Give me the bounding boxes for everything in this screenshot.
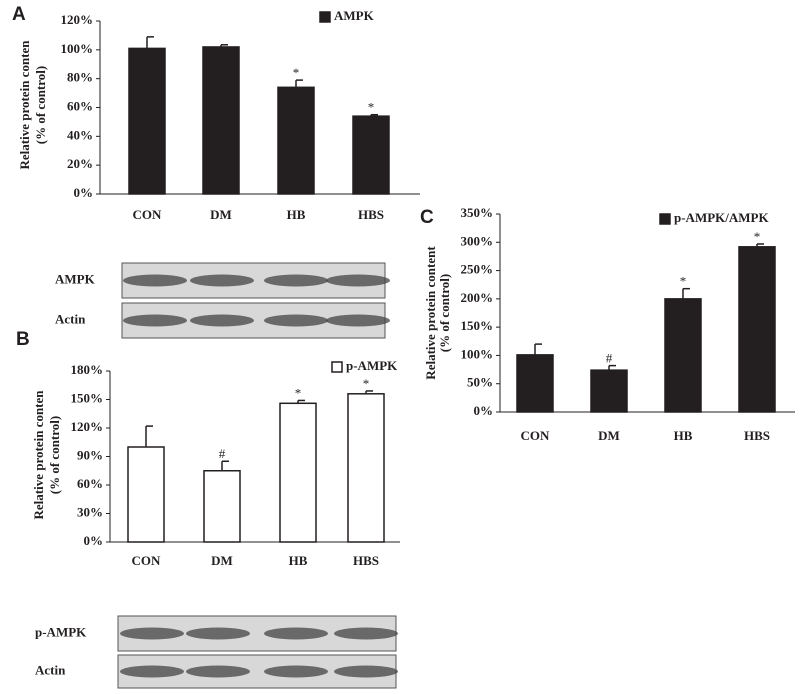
legend-swatch (659, 213, 671, 225)
bar (347, 393, 385, 543)
y-axis-label: (% of control) (437, 274, 452, 352)
legend-swatch (331, 361, 343, 373)
significance-mark: * (293, 65, 300, 80)
blot-band (264, 665, 328, 678)
significance-mark: * (363, 376, 370, 391)
blot-band (264, 274, 328, 287)
bar (352, 115, 390, 195)
x-tick-label: HBS (744, 428, 770, 443)
bar (127, 446, 165, 543)
y-axis-label: Relative protein conten (31, 390, 46, 520)
y-tick-label: 60% (67, 98, 93, 113)
y-tick-label: 120% (61, 12, 94, 27)
y-tick-label: 200% (461, 290, 494, 305)
bar (277, 86, 315, 195)
y-tick-label: 60% (77, 476, 103, 491)
y-axis-label: Relative protein content (423, 246, 438, 380)
x-tick-label: HBS (358, 207, 384, 222)
x-tick-label: CON (521, 428, 551, 443)
y-tick-label: 0% (474, 403, 494, 418)
x-tick-label: DM (210, 207, 232, 222)
y-axis-label: (% of control) (33, 66, 48, 144)
blot-band (190, 314, 254, 327)
y-tick-label: 0% (74, 185, 94, 200)
blot-band (334, 627, 398, 640)
y-tick-label: 300% (461, 233, 494, 248)
significance-mark: * (754, 229, 761, 244)
bar (590, 369, 628, 413)
y-tick-label: 40% (67, 127, 93, 142)
blot-band (326, 314, 390, 327)
y-tick-label: 120% (71, 419, 104, 434)
significance-mark: * (295, 385, 302, 400)
blot-band (264, 314, 328, 327)
x-tick-label: HBS (353, 553, 379, 568)
y-axis-label: (% of control) (47, 416, 62, 494)
blot-band (120, 665, 184, 678)
significance-mark: * (368, 100, 375, 115)
y-tick-label: 150% (461, 318, 494, 333)
blot-band (186, 627, 250, 640)
panel-letter: B (16, 329, 30, 350)
blot-label: p-AMPK (35, 624, 87, 639)
y-tick-label: 20% (67, 156, 93, 171)
x-tick-label: DM (211, 553, 233, 568)
y-tick-label: 250% (461, 262, 494, 277)
blot-label: AMPK (55, 271, 96, 286)
blot-band (120, 627, 184, 640)
bar (128, 47, 166, 195)
blot-label: Actin (55, 311, 86, 326)
y-tick-label: 30% (77, 504, 103, 519)
legend-label: p-AMPK (346, 358, 398, 373)
bar (516, 354, 554, 413)
significance-mark: # (219, 446, 226, 461)
blot-band (123, 314, 187, 327)
bar (279, 402, 317, 543)
bar (664, 298, 702, 413)
blot-label: Actin (35, 662, 66, 677)
blot-band (334, 665, 398, 678)
blot-band (186, 665, 250, 678)
y-tick-label: 90% (77, 447, 103, 462)
y-tick-label: 150% (71, 390, 104, 405)
significance-mark: # (606, 351, 613, 366)
x-tick-label: CON (132, 553, 162, 568)
y-tick-label: 0% (84, 533, 104, 548)
significance-mark: * (680, 274, 687, 289)
y-tick-label: 350% (461, 205, 494, 220)
y-tick-label: 80% (67, 70, 93, 85)
bar (202, 46, 240, 195)
x-tick-label: HB (674, 428, 693, 443)
bar (203, 470, 241, 543)
y-tick-label: 180% (71, 362, 104, 377)
blot-band (190, 274, 254, 287)
blot-band (264, 627, 328, 640)
legend-label: AMPK (334, 8, 375, 23)
panel-letter: A (12, 4, 26, 25)
x-tick-label: HB (289, 553, 308, 568)
x-tick-label: HB (287, 207, 306, 222)
y-axis-label: Relative protein conten (17, 40, 32, 170)
legend-label: p-AMPK/AMPK (674, 210, 769, 225)
panel-letter: C (420, 207, 434, 228)
x-tick-label: CON (133, 207, 163, 222)
y-tick-label: 100% (61, 41, 94, 56)
y-tick-label: 100% (461, 346, 494, 361)
blot-band (326, 274, 390, 287)
blot-band (123, 274, 187, 287)
bar (738, 246, 776, 413)
x-tick-label: DM (598, 428, 620, 443)
legend-swatch (319, 11, 331, 23)
y-tick-label: 50% (467, 375, 493, 390)
